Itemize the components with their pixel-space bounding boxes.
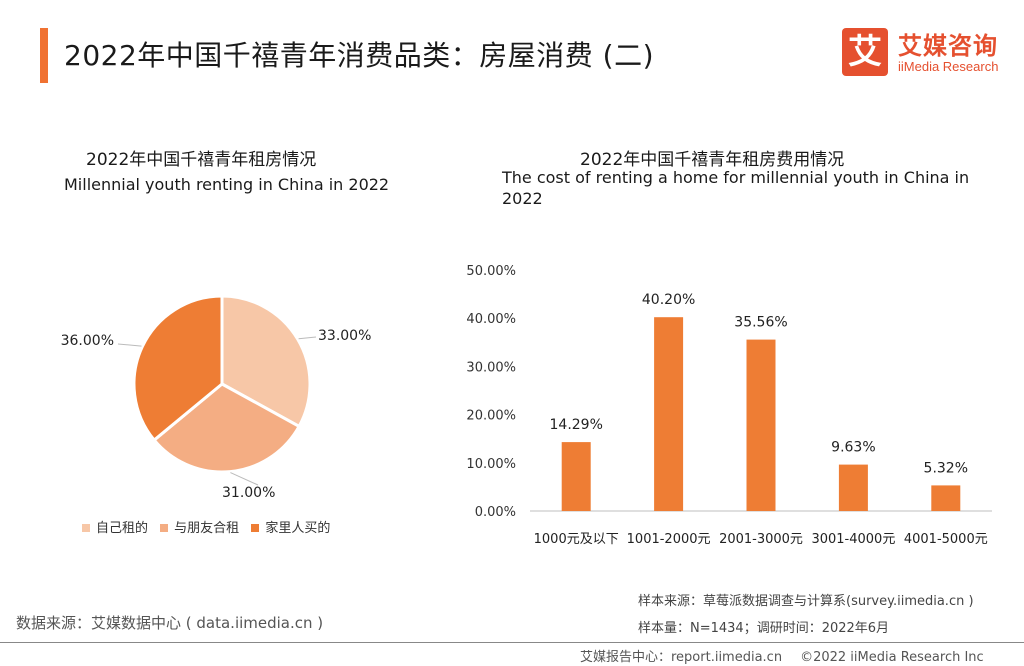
- pie-leader-line: [298, 336, 317, 340]
- pie-leader-line: [230, 472, 259, 486]
- legend-swatch: [82, 523, 90, 532]
- pie-chart-subtitle: Millennial youth renting in China in 202…: [64, 175, 390, 194]
- bar-chart-subtitle: The cost of renting a home for millennia…: [502, 168, 970, 208]
- logo-en-text: iiMedia Research: [898, 59, 999, 74]
- pie-chart-title: 2022年中国千禧青年租房情况: [86, 150, 317, 170]
- legend-item-self-rent: 自己租的: [82, 517, 148, 536]
- sample-size: 样本量：N=1434；调研时间：2022年6月: [638, 621, 890, 636]
- bar: [931, 485, 961, 511]
- legend-swatch: [251, 523, 260, 532]
- bar-data-label: 35.56%: [734, 315, 787, 331]
- y-tick-label: 20.00%: [466, 409, 516, 424]
- pie-slice-family-bought: [132, 294, 224, 443]
- y-tick-label: 0.00%: [475, 505, 516, 520]
- report-site: 艾媒报告中心：report.iimedia.cn: [580, 650, 783, 665]
- legend-item-shared-rent: 与朋友合租: [160, 517, 239, 536]
- pie-slice-shared-rent: [152, 382, 302, 474]
- pie-legend: 自己租的 与朋友合租 家里人买的: [82, 517, 338, 536]
- bar-data-label: 5.32%: [924, 460, 968, 476]
- legend-label: 与朋友合租: [174, 521, 240, 536]
- x-tick-label: 1000元及以下: [534, 532, 619, 547]
- bar: [838, 464, 868, 511]
- bar-data-label: 9.63%: [831, 440, 875, 456]
- x-tick-label: 2001-3000元: [719, 532, 803, 547]
- logo-mark-char: 艾: [848, 32, 882, 72]
- legend-label: 家里人买的: [265, 521, 331, 536]
- legend-swatch: [160, 523, 169, 532]
- bar-data-label: 40.20%: [642, 292, 695, 308]
- x-tick-label: 3001-4000元: [811, 532, 895, 547]
- pie-data-label: 33.00%: [318, 328, 371, 344]
- pie-data-label: 36.00%: [61, 333, 114, 349]
- copyright: ©2022 iiMedia Research Inc: [800, 650, 984, 665]
- iimedia-logo: 艾 艾媒咨询 iiMedia Research: [842, 26, 1012, 82]
- x-tick-label: 4001-5000元: [904, 532, 988, 547]
- pie-data-label: 31.00%: [222, 485, 275, 501]
- logo-mark: [842, 28, 888, 76]
- bar: [561, 442, 591, 511]
- legend-label: 自己租的: [96, 521, 149, 536]
- y-tick-label: 10.00%: [466, 457, 516, 472]
- bar: [654, 317, 684, 511]
- bar-chart-title: 2022年中国千禧青年租房费用情况: [580, 150, 845, 170]
- logo-cn-text: 艾媒咨询: [898, 32, 998, 60]
- title-accent-bar: [40, 28, 48, 83]
- x-tick-label: 1001-2000元: [627, 532, 711, 547]
- bar-data-label: 14.29%: [550, 417, 603, 433]
- pie-slice-self-rent: [220, 294, 312, 429]
- data-source: 数据来源：艾媒数据中心 ( data.iimedia.cn ): [16, 614, 324, 632]
- sample-source: 样本来源：草莓派数据调查与计算系(survey.iimedia.cn ): [638, 594, 974, 609]
- y-tick-label: 50.00%: [466, 264, 516, 279]
- pie-leader-line: [117, 343, 142, 347]
- legend-item-family-bought: 家里人买的: [251, 517, 330, 536]
- page-title: 2022年中国千禧青年消费品类：房屋消费 (二): [64, 39, 655, 72]
- bar: [746, 339, 776, 511]
- footer-divider: [0, 642, 1024, 643]
- y-tick-label: 40.00%: [466, 312, 516, 327]
- footer: 艾媒报告中心：report.iimedia.cn ©2022 iiMedia Re…: [580, 646, 984, 665]
- y-tick-label: 30.00%: [466, 360, 516, 375]
